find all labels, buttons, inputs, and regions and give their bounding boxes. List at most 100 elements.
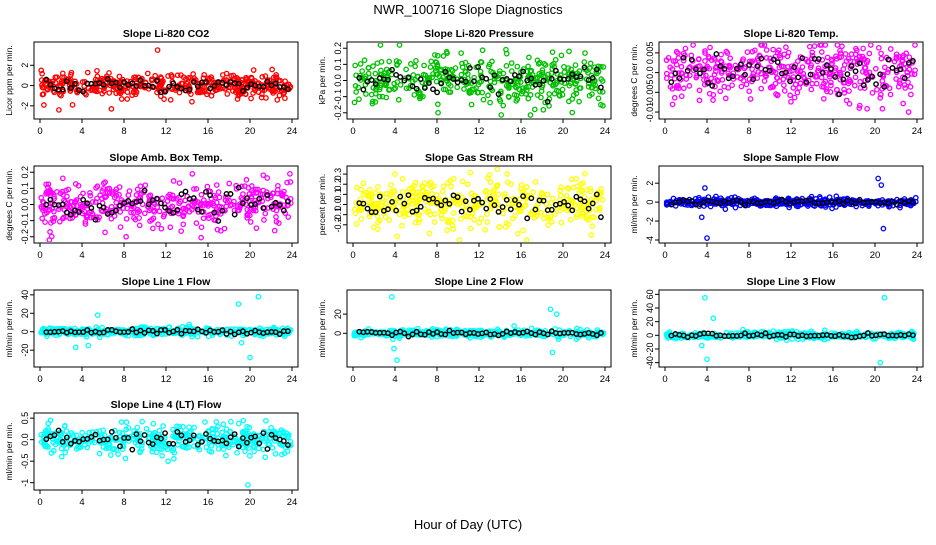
data-point <box>354 90 358 94</box>
data-point <box>428 65 432 69</box>
data-point <box>479 216 483 220</box>
data-point <box>368 188 372 192</box>
panel-title: Slope Li-820 Pressure <box>424 28 534 40</box>
x-tick-label: 12 <box>474 250 485 261</box>
data-point <box>583 172 587 176</box>
data-point <box>395 234 399 238</box>
hourly-mean-point <box>525 216 529 220</box>
data-point <box>748 97 752 101</box>
data-point <box>501 103 505 107</box>
data-point <box>433 212 437 216</box>
data-point <box>888 92 892 96</box>
y-tick-label: -2 <box>645 217 655 225</box>
data-point-outlier <box>57 108 61 112</box>
data-point <box>272 228 276 232</box>
data-point <box>480 48 484 52</box>
x-tick-label: 0 <box>662 250 667 261</box>
x-tick-label: 8 <box>746 126 751 137</box>
plot-frame <box>659 290 923 367</box>
hourly-mean-point <box>550 208 554 212</box>
x-tick-label: 20 <box>245 497 256 508</box>
data-point <box>724 96 728 100</box>
data-point <box>244 178 248 182</box>
x-tick-label: 0 <box>37 497 42 508</box>
data-point <box>225 92 229 96</box>
hourly-mean-point <box>369 78 373 82</box>
data-point-outlier <box>550 350 554 354</box>
data-point <box>48 230 52 234</box>
hourly-mean-point <box>406 193 410 197</box>
y-axis-label: ml/min per min. <box>4 422 14 480</box>
data-point <box>261 173 265 177</box>
data-point <box>845 98 849 102</box>
x-tick-label: 16 <box>516 250 527 261</box>
hourly-mean-point <box>398 75 402 79</box>
data-point <box>870 91 874 95</box>
data-point <box>190 172 194 176</box>
data-point <box>570 110 574 114</box>
data-point-outlier <box>288 172 292 176</box>
data-point <box>237 421 241 425</box>
data-point <box>730 83 734 87</box>
data-point <box>485 212 489 216</box>
y-tick-label: -20 <box>645 342 655 355</box>
data-point <box>468 226 472 230</box>
data-point <box>116 452 120 456</box>
hourly-mean-point <box>496 210 500 214</box>
data-point <box>764 48 768 52</box>
x-tick-label: 0 <box>350 250 355 261</box>
data-point <box>497 192 501 196</box>
data-point <box>125 97 129 101</box>
data-point <box>243 449 247 453</box>
data-point <box>909 92 913 96</box>
data-point <box>361 181 365 185</box>
data-point <box>144 427 148 431</box>
y-tick-label: -4 <box>645 236 655 244</box>
data-point <box>495 167 499 171</box>
x-tick-label: 8 <box>746 374 751 385</box>
y-tick-label: -0.2 <box>333 105 343 121</box>
data-point <box>47 238 51 242</box>
data-point <box>691 43 695 47</box>
data-point <box>254 226 258 230</box>
data-point <box>822 97 826 101</box>
x-tick-label: 16 <box>828 126 839 137</box>
data-point <box>177 181 181 185</box>
data-point <box>680 94 684 98</box>
data-point <box>42 103 46 107</box>
y-tick-label: 0.0 <box>20 433 30 446</box>
data-point <box>545 192 549 196</box>
x-tick-label: 12 <box>161 250 172 261</box>
data-point <box>194 221 198 225</box>
data-point <box>483 228 487 232</box>
data-point <box>488 180 492 184</box>
data-point-outlier <box>589 233 593 237</box>
data-point <box>143 211 147 215</box>
data-point <box>413 64 417 68</box>
data-point <box>504 64 508 68</box>
data-point <box>359 217 363 221</box>
hourly-mean-point <box>747 63 751 67</box>
data-point <box>434 79 438 83</box>
data-point <box>95 69 99 73</box>
x-tick-label: 20 <box>558 250 569 261</box>
hourly-mean-point <box>484 206 488 210</box>
x-tick-label: 24 <box>287 497 298 508</box>
data-point <box>441 190 445 194</box>
x-tick-label: 24 <box>600 374 611 385</box>
data-point <box>422 63 426 67</box>
y-axis-label: ml/min per min. <box>317 299 327 357</box>
y-axis-label: degrees C per min. <box>4 168 14 240</box>
data-point-outlier <box>555 312 559 316</box>
data-point <box>853 75 857 79</box>
y-tick-label: 0 <box>645 200 655 205</box>
y-tick-label: 2 <box>20 63 30 68</box>
data-point <box>573 63 577 67</box>
hourly-mean-point <box>183 189 187 193</box>
data-point <box>526 64 530 68</box>
data-point <box>762 79 766 83</box>
data-point <box>908 85 912 89</box>
x-tick-label: 16 <box>203 374 214 385</box>
hourly-mean-point <box>435 90 439 94</box>
